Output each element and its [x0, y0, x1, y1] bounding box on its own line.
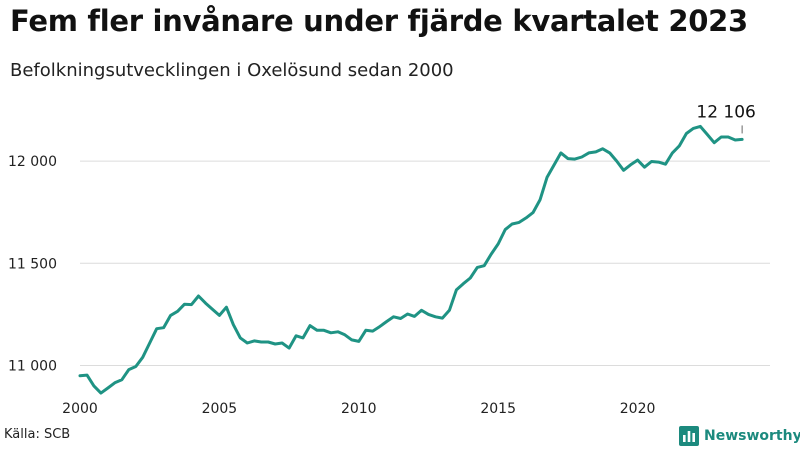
- brand-logo[interactable]: Newsworthy: [679, 425, 800, 447]
- y-tick-label: 11 500: [8, 256, 57, 272]
- x-tick-label: 2005: [202, 401, 238, 417]
- bar-chart-logo-icon: [679, 426, 699, 446]
- y-tick-label: 12 000: [8, 154, 57, 170]
- y-tick-label: 11 000: [8, 358, 57, 374]
- chart-title: Fem fler invånare under fjärde kvartalet…: [10, 4, 748, 38]
- brand-name: Newsworthy: [704, 428, 800, 444]
- x-tick-label: 2020: [620, 401, 656, 417]
- x-tick-label: 2015: [480, 401, 516, 417]
- series-line: [78, 124, 744, 395]
- x-tick-label: 2000: [62, 401, 98, 417]
- chart-subtitle: Befolkningsutvecklingen i Oxelösund seda…: [10, 60, 454, 81]
- x-tick-label: 2010: [341, 401, 377, 417]
- annotation-label: 12 106: [696, 102, 755, 122]
- source-note: Källa: SCB: [4, 427, 71, 442]
